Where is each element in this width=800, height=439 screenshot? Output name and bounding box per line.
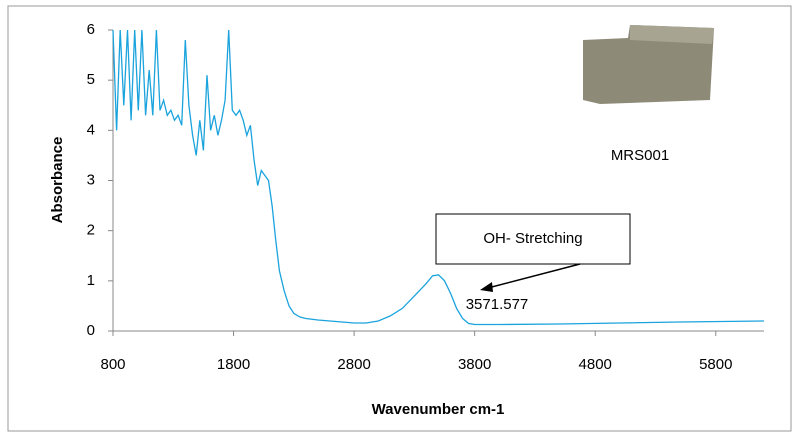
y-tick-label: 6	[87, 21, 95, 38]
peak-label: 3571.577	[466, 296, 529, 313]
x-tick-label: 2800	[337, 356, 370, 373]
y-tick-label: 5	[87, 71, 95, 88]
x-axis-title: Wavenumber cm-1	[372, 401, 505, 418]
y-tick-label: 2	[87, 222, 95, 239]
annotation-label: OH- Stretching	[483, 230, 582, 247]
y-tick-label: 0	[87, 322, 95, 339]
y-tick-label: 1	[87, 272, 95, 289]
x-tick-label: 5800	[699, 356, 732, 373]
x-tick-label: 4800	[579, 356, 612, 373]
spectrum-line	[112, 29, 765, 326]
y-tick-label: 3	[87, 171, 95, 188]
y-axis-title: Absorbance	[49, 137, 66, 224]
annotation-box	[435, 213, 631, 265]
x-tick-label: 1800	[217, 356, 250, 373]
sample-photo	[583, 25, 714, 104]
sample-label: MRS001	[611, 147, 669, 164]
annotation-arrow	[483, 263, 581, 290]
x-tick-label: 800	[100, 356, 125, 373]
x-tick-label: 3800	[458, 356, 491, 373]
y-tick-label: 4	[87, 121, 95, 138]
arrow-head	[480, 282, 493, 292]
